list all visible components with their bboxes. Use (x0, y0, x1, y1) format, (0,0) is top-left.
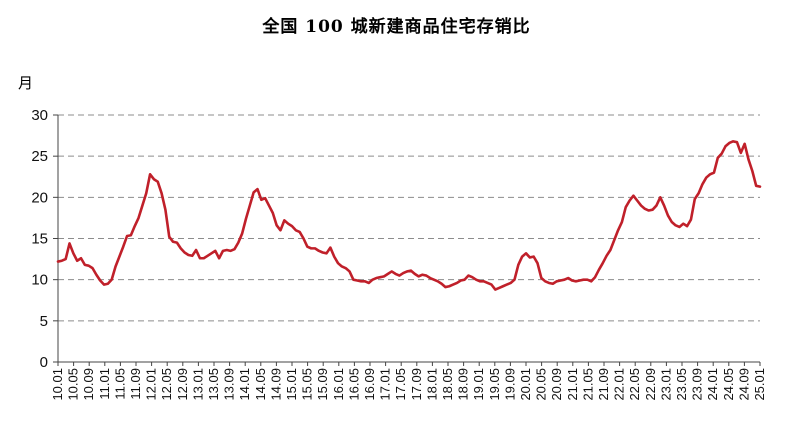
x-tick-label: 24.05 (721, 368, 736, 401)
x-tick-label: 14.01 (237, 368, 252, 401)
y-tick-labels: 0 5 10 15 20 25 30 (31, 107, 48, 371)
x-tick-label: 10.09 (81, 368, 96, 401)
x-tick-label: 13.09 (222, 368, 237, 401)
x-tick-label: 16.09 (362, 368, 377, 401)
x-tick-label: 25.01 (752, 368, 767, 401)
y-tick-label: 20 (31, 189, 48, 206)
x-tick-label: 20.09 (549, 368, 564, 401)
chart-title: 全国 100 城新建商品住宅存销比 (262, 17, 531, 37)
x-tick-label: 13.01 (190, 368, 205, 401)
x-tick-label: 23.01 (658, 368, 673, 401)
x-tick-label: 18.09 (456, 368, 471, 401)
x-tick-label: 20.05 (534, 368, 549, 401)
series-line-0 (56, 140, 762, 291)
x-tick-label: 15.09 (315, 368, 330, 401)
x-tick-label: 15.05 (300, 368, 315, 401)
x-tick-label: 17.05 (393, 368, 408, 401)
x-tick-label: 12.09 (175, 368, 190, 401)
y-tick-label: 10 (31, 272, 48, 289)
gridlines (58, 114, 760, 322)
x-tick-label: 22.01 (612, 368, 627, 401)
x-tick-label: 17.09 (409, 368, 424, 401)
x-tick-label: 14.09 (268, 368, 283, 401)
x-tick-label: 19.01 (471, 368, 486, 401)
x-tick-label: 19.09 (502, 368, 517, 401)
y-tick-label: 5 (40, 313, 48, 330)
x-tick-label: 22.09 (643, 368, 658, 401)
x-tick-label: 18.01 (424, 368, 439, 401)
y-tick-label: 15 (31, 231, 48, 248)
y-tick-label: 25 (31, 148, 48, 165)
x-tick-label: 24.09 (736, 368, 751, 401)
x-tick-label: 23.09 (690, 368, 705, 401)
x-tick-label: 21.09 (596, 368, 611, 401)
x-tick-labels: 10.01 10.05 10.09 11.01 11.05 11.09 12.01 12.05… (50, 368, 767, 401)
x-tick-label: 11.09 (128, 368, 143, 400)
x-tick-label: 16.01 (331, 368, 346, 401)
x-tick-label: 14.05 (253, 368, 268, 401)
x-tick-label: 22.05 (627, 368, 642, 401)
x-tick-label: 21.01 (565, 368, 580, 401)
y-tick-label: 0 (40, 354, 48, 371)
x-tick-label: 13.05 (206, 368, 221, 401)
x-tick-label: 21.05 (580, 368, 595, 401)
y-axis-unit-label: 月 (18, 74, 34, 92)
x-tick-label: 24.01 (705, 368, 720, 401)
x-tick-label: 18.05 (440, 368, 455, 401)
y-tick-label: 30 (31, 107, 48, 124)
x-tick-label: 11.05 (112, 368, 127, 400)
x-tick-label: 12.01 (144, 368, 159, 401)
x-tick-label: 23.05 (674, 368, 689, 401)
x-tick-label: 19.05 (487, 368, 502, 401)
axes (53, 114, 761, 366)
x-tick-label: 17.01 (378, 368, 393, 401)
x-tick-label: 10.01 (50, 368, 65, 401)
series-layer (56, 140, 762, 291)
x-tick-label: 15.01 (284, 368, 299, 401)
x-tick-label: 11.01 (97, 368, 112, 400)
x-tick-label: 12.05 (159, 368, 174, 401)
x-tick-label: 16.05 (346, 368, 361, 401)
x-tick-label: 20.01 (518, 368, 533, 401)
x-tick-label: 10.05 (66, 368, 81, 401)
